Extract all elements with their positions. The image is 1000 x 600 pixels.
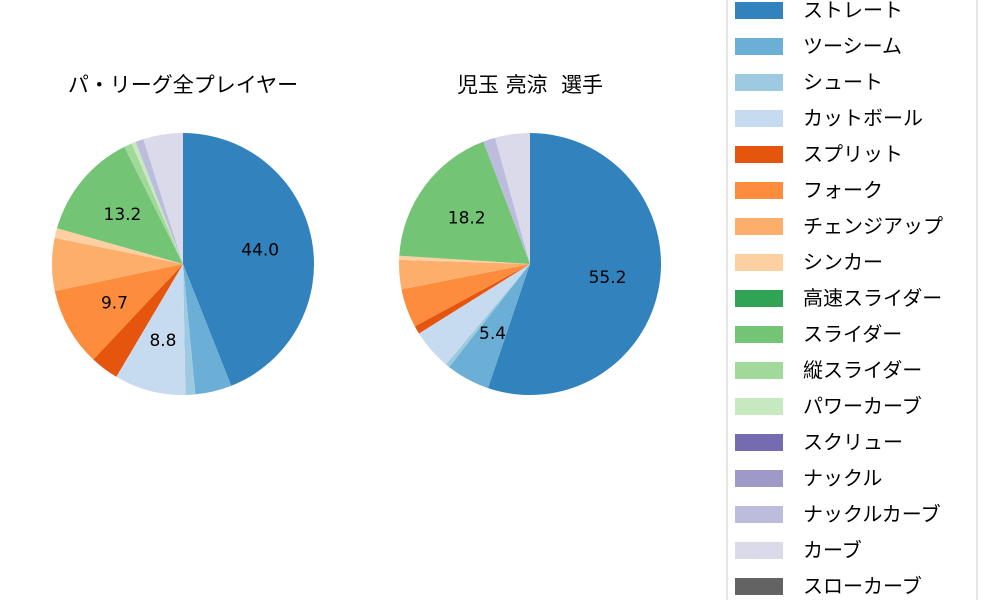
legend-swatch <box>735 506 783 523</box>
legend-label: 縦スライダー <box>803 358 922 382</box>
legend-label: ストレート <box>803 0 903 22</box>
pie-slice-カットボール <box>418 264 530 365</box>
pie-slice-スプリット <box>414 264 530 334</box>
legend-label: チェンジアップ <box>803 214 943 238</box>
pie-data-label: 8.8 <box>149 331 176 351</box>
pie-slice-ツーシーム <box>449 264 530 389</box>
legend-swatch <box>735 578 783 595</box>
pie-slice-ストレート <box>183 133 314 386</box>
pie-data-label: 5.4 <box>479 324 506 344</box>
pie-slice-フォーク <box>54 264 183 360</box>
legend-label: シンカー <box>803 250 883 274</box>
pie-slice-ツーシーム <box>183 264 232 395</box>
pie-slice-スプリット <box>93 264 183 377</box>
pie-slice-シンカー <box>54 228 183 264</box>
pie-slice-チェンジアップ <box>399 259 530 290</box>
legend-swatch <box>735 254 783 271</box>
legend-label: スクリュー <box>803 430 903 454</box>
pie-slice-カットボール <box>116 264 186 395</box>
legend-swatch <box>735 290 783 307</box>
pie-league: 44.0 8.8 9.7 13.2 <box>52 133 314 395</box>
legend-label: カットボール <box>803 106 923 130</box>
pie-title-player: 児玉 亮涼 選手 <box>457 73 603 97</box>
pie-slice-スライダー <box>399 141 530 264</box>
legend-swatch <box>735 74 783 91</box>
legend-label: シュート <box>803 70 883 94</box>
legend: ストレートツーシームシュートカットボールスプリットフォークチェンジアップシンカー… <box>726 0 978 600</box>
pie-slice-カーブ <box>495 133 530 264</box>
legend-label: スローカーブ <box>803 574 922 598</box>
legend-label: ツーシーム <box>803 34 902 58</box>
legend-swatch <box>735 218 783 235</box>
pie-data-label: 18.2 <box>448 208 486 228</box>
pie-data-label: 55.2 <box>589 268 627 288</box>
legend-label: パワーカーブ <box>803 394 922 418</box>
pie-player: 55.2 5.4 18.2 <box>399 133 661 395</box>
pie-slice-パワーカーブ <box>131 141 183 264</box>
pie-slice-シュート <box>183 264 196 395</box>
legend-label: ナックル <box>803 466 882 490</box>
legend-swatch <box>735 182 783 199</box>
legend-swatch <box>735 110 783 127</box>
legend-swatch <box>735 326 783 343</box>
pie-data-label: 9.7 <box>101 294 128 314</box>
legend-label: スライダー <box>803 322 902 346</box>
pie-slice-フォーク <box>401 264 530 327</box>
legend-swatch <box>735 362 783 379</box>
legend-swatch <box>735 398 783 415</box>
pie-data-label: 44.0 <box>241 240 279 260</box>
legend-swatch <box>735 470 783 487</box>
legend-label: フォーク <box>803 178 883 202</box>
legend-label: カーブ <box>803 538 862 562</box>
legend-swatch <box>735 434 783 451</box>
legend-swatch <box>735 542 783 559</box>
pie-slice-シュート <box>445 264 530 368</box>
pie-slice-シンカー <box>399 255 530 264</box>
pie-slice-チェンジアップ <box>52 237 183 291</box>
pie-slice-スライダー <box>56 146 183 264</box>
pie-slice-ナックルカーブ <box>135 139 183 264</box>
pie-slice-縦スライダー <box>124 143 183 264</box>
pie-title-league: パ・リーグ全プレイヤー <box>68 73 298 97</box>
legend-swatch <box>735 38 783 55</box>
legend-label: ナックルカーブ <box>803 502 941 526</box>
legend-swatch <box>735 146 783 163</box>
legend-swatch <box>735 2 783 19</box>
legend-label: スプリット <box>803 142 903 166</box>
pie-slice-カーブ <box>143 133 183 264</box>
pie-slice-ストレート <box>487 133 661 395</box>
pie-slice-ナックルカーブ <box>483 137 530 264</box>
legend-label: 高速スライダー <box>803 286 942 310</box>
legend-frame <box>726 0 978 600</box>
pie-data-label: 13.2 <box>104 205 142 225</box>
